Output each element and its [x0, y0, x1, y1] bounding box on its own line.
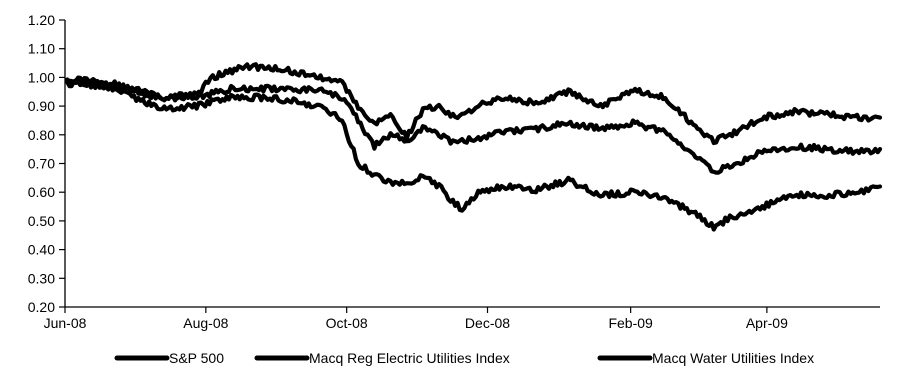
y-tick-label: 0.90 — [28, 98, 55, 114]
x-tick-label: Feb-09 — [608, 315, 653, 331]
y-tick-label: 0.70 — [28, 156, 55, 172]
series-line — [65, 78, 883, 232]
legend-label: Macq Reg Electric Utilities Index — [309, 350, 510, 366]
y-tick-label: 1.00 — [28, 69, 55, 85]
y-tick-label: 0.30 — [28, 270, 55, 286]
legend: S&P 500 Macq Reg Electric Utilities Index… — [114, 350, 814, 366]
y-tick-label: 0.50 — [28, 213, 55, 229]
y-tick-label: 1.20 — [28, 12, 55, 28]
x-tick-label: Apr-09 — [746, 315, 788, 331]
legend-label: S&P 500 — [169, 350, 224, 366]
legend-label: Macq Water Utilities Index — [652, 350, 814, 366]
y-tick-label: 1.10 — [28, 41, 55, 57]
y-tick-label: 0.40 — [28, 242, 55, 258]
y-tick-label: 0.20 — [28, 299, 55, 315]
x-axis: Jun-08 Aug-08 Oct-08 Dec-08 Feb-09 Apr-09 — [44, 306, 880, 331]
series-lines — [65, 62, 883, 232]
series-line — [65, 62, 883, 146]
x-tick-label: Aug-08 — [183, 315, 228, 331]
x-tick-label: Oct-08 — [326, 315, 368, 331]
x-tick-label: Jun-08 — [44, 315, 87, 331]
y-tick-label: 0.80 — [28, 127, 55, 143]
x-tick-label: Dec-08 — [465, 315, 510, 331]
y-tick-label: 0.60 — [28, 184, 55, 200]
y-axis: 0.20 0.30 0.40 0.50 0.60 0.70 0.80 0.90 1.00 1.10… — [28, 12, 66, 315]
